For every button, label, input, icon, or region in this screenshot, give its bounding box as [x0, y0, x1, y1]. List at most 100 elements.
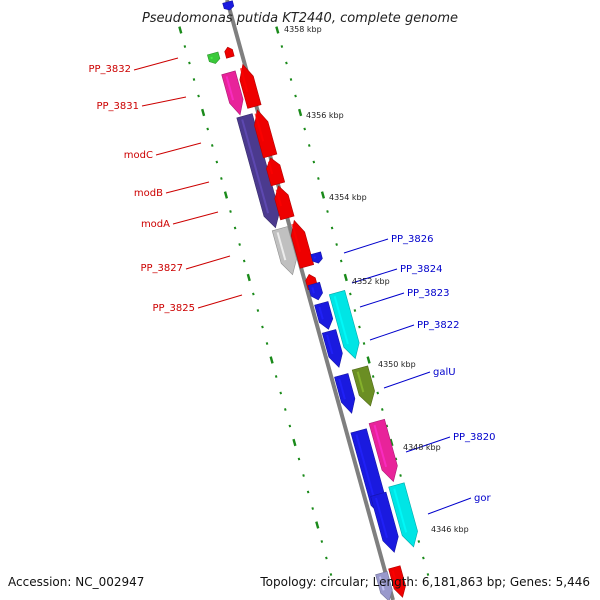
feature-red-b[interactable] [254, 109, 278, 159]
reverse-gene-labels: PP_3832 PP_3831 modC modB modA PP_3827 P… [88, 64, 195, 314]
gene-label-gor[interactable]: gor [474, 493, 491, 504]
ruler-minor-tick [311, 507, 314, 510]
feature-gor[interactable] [388, 482, 418, 548]
feature-blue-i-highlight [375, 497, 388, 538]
gene-label-pp3822[interactable]: PP_3822 [417, 320, 460, 331]
feature-red-e[interactable] [290, 219, 315, 269]
leader-line [369, 324, 415, 341]
ruler-minor-tick [325, 556, 328, 560]
ruler-minor-tick [206, 127, 209, 131]
gene-label-pp3827[interactable]: PP_3827 [140, 263, 183, 274]
ruler-minor-tick [394, 457, 398, 461]
feature-pp3824[interactable] [307, 281, 323, 301]
feature-red-d-highlight [275, 189, 283, 207]
feature-bottom-red-highlight [391, 570, 398, 587]
leader-line [197, 294, 243, 309]
ruler-minor-tick [353, 309, 357, 312]
gene-label-modc[interactable]: modC [124, 150, 153, 161]
ruler-minor-tick [417, 540, 421, 543]
ruler-minor-tick [288, 424, 292, 428]
ruler-minor-tick [280, 45, 284, 48]
ruler-minor-tick [381, 408, 384, 411]
kbp-label: 4346 kbp [431, 525, 469, 534]
kbp-labels: 4358 kbp 4356 kbp 4354 kbp 4352 kbp 4350… [284, 25, 469, 534]
ruler-major-tick [275, 26, 280, 34]
forward-gene-labels: PP_3826 PP_3824 PP_3823 PP_3822 galU PP_… [391, 234, 496, 504]
ruler-major-tick [315, 521, 320, 529]
feature-blue-top[interactable] [222, 0, 235, 11]
ruler-minor-tick [183, 45, 187, 48]
ruler-major-tick [320, 191, 326, 199]
leader-line [172, 211, 219, 225]
ruler-minor-tick [371, 375, 375, 378]
feature-red-b-highlight [254, 113, 265, 142]
ruler-minor-tick [376, 391, 380, 395]
feature-small-red-top[interactable] [224, 46, 235, 59]
ruler-minor-tick [306, 490, 310, 494]
feature-red-a[interactable] [239, 63, 262, 109]
feature-modc-modb-moda-highlight [241, 119, 270, 214]
feature-pp3832[interactable] [207, 51, 221, 64]
leader-line [351, 268, 398, 284]
feature-galu[interactable] [351, 365, 375, 407]
gene-label-pp3831[interactable]: PP_3831 [96, 101, 139, 112]
ruler-minor-tick [307, 144, 311, 147]
gene-label-pp3820[interactable]: PP_3820 [453, 432, 496, 443]
ruler-major-tick [343, 273, 348, 282]
ruler-minor-tick [320, 540, 324, 543]
leader-line [383, 371, 431, 389]
inner-ruler-track [178, 26, 333, 576]
feature-pp3826[interactable] [310, 251, 323, 264]
kbp-label: 4352 kbp [352, 277, 390, 286]
ruler-major-tick [201, 108, 206, 117]
gene-label-galu[interactable]: galU [433, 367, 456, 378]
gene-label-pp3823[interactable]: PP_3823 [407, 288, 450, 299]
kbp-label: 4356 kbp [306, 111, 344, 120]
ruler-minor-tick [326, 210, 329, 213]
feature-pp3824-highlight [311, 287, 315, 294]
feature-pp3831[interactable] [221, 70, 244, 116]
ruler-minor-tick [303, 127, 306, 131]
feature-pp3827-highlight [276, 232, 287, 261]
kbp-label: 4358 kbp [284, 25, 322, 34]
ruler-minor-tick [317, 177, 320, 180]
ruler-major-tick [223, 191, 229, 199]
gene-label-modb[interactable]: modB [134, 188, 163, 199]
ruler-minor-tick [329, 573, 333, 576]
feature-blue-f-highlight [318, 306, 324, 320]
feature-red-d[interactable] [274, 185, 295, 221]
leader-line [343, 238, 389, 254]
feature-pp3823-highlight [333, 296, 349, 345]
feature-red-c[interactable] [266, 157, 286, 187]
ruler-minor-tick [294, 94, 297, 98]
leader-line [185, 255, 231, 270]
accession-text: Accession: NC_002947 [8, 575, 144, 589]
ruler-minor-tick [215, 160, 219, 164]
gene-label-pp3826[interactable]: PP_3826 [391, 234, 434, 245]
ruler-minor-tick [210, 144, 214, 147]
gene-label-pp3832[interactable]: PP_3832 [88, 64, 131, 75]
leader-line [165, 181, 210, 194]
feature-galu-highlight [356, 371, 365, 393]
gene-label-pp3824[interactable]: PP_3824 [400, 264, 443, 275]
feature-pp3822-highlight [326, 334, 334, 355]
ruler-minor-tick [238, 243, 241, 246]
ruler-minor-tick [422, 556, 425, 560]
feature-blue-h-highlight [355, 434, 377, 503]
ruler-minor-tick [339, 259, 343, 263]
feature-red-a-highlight [239, 67, 249, 93]
ruler-minor-tick [284, 408, 287, 411]
feature-gor-highlight [393, 488, 408, 533]
kbp-label: 4350 kbp [378, 360, 416, 369]
feature-pp3832-highlight [210, 56, 213, 60]
ruler-minor-tick [229, 210, 232, 213]
ruler-major-tick [246, 273, 251, 282]
ruler-minor-tick [426, 573, 430, 576]
gene-label-pp3825[interactable]: PP_3825 [152, 303, 195, 314]
ruler-major-tick [269, 356, 274, 364]
leader-line [359, 292, 405, 308]
ruler-minor-tick [265, 342, 269, 345]
ruler-minor-tick [192, 78, 196, 81]
feature-pp3826-highlight [313, 256, 317, 259]
gene-label-moda[interactable]: modA [141, 219, 170, 230]
